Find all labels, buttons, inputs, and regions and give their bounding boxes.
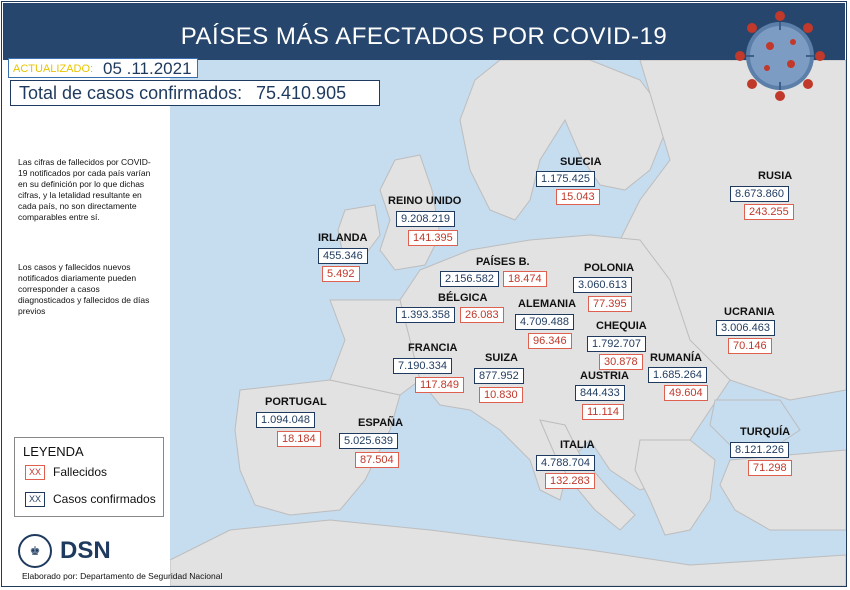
country-name: SUECIA	[560, 156, 602, 168]
legend-cases-label: Casos confirmados	[53, 492, 156, 506]
country-cases: 1.792.707	[587, 336, 646, 352]
country-deaths: 18.474	[503, 271, 547, 287]
europe-map	[170, 60, 846, 586]
country-deaths: 71.298	[748, 460, 792, 476]
legend-cases-row: XX Casos confirmados	[25, 492, 156, 508]
country-cases: 1.685.264	[648, 367, 707, 383]
legend-title: LEYENDA	[23, 444, 84, 459]
legend-cases-swatch: XX	[25, 492, 45, 508]
country-deaths: 77.395	[588, 296, 632, 312]
country-name: ITALIA	[560, 439, 595, 451]
country-deaths: 30.878	[599, 354, 643, 370]
page-title: PAÍSES MÁS AFECTADOS POR COVID-19	[180, 23, 668, 50]
legend-deaths-row: XX Fallecidos	[25, 465, 108, 481]
country-name: PAÍSES B.	[476, 256, 530, 268]
country-cases: 5.025.639	[339, 433, 398, 449]
total-cases-box: Total de casos confirmados: 75.410.905	[10, 80, 380, 106]
country-name: FRANCIA	[408, 342, 458, 354]
country-cases: 2.156.582	[440, 271, 499, 287]
country-cases: 455.346	[318, 248, 368, 264]
footer-credit: Elaborado por: Departamento de Seguridad…	[22, 571, 223, 581]
header-bar: PAÍSES MÁS AFECTADOS POR COVID-19	[3, 3, 845, 60]
country-name: AUSTRIA	[580, 370, 629, 382]
dsn-logo-text: DSN	[60, 537, 111, 564]
country-deaths: 5.492	[322, 266, 360, 282]
country-cases: 9.208.219	[396, 211, 455, 227]
country-deaths: 11.114	[582, 404, 625, 420]
country-cases: 1.175.425	[536, 171, 595, 187]
updated-date: 05 .11.2021	[103, 59, 192, 78]
country-cases: 1.393.358	[396, 307, 455, 323]
country-name: POLONIA	[584, 262, 635, 274]
coat-of-arms-icon: ♚	[18, 534, 52, 568]
country-cases: 7.190.334	[393, 358, 452, 374]
country-cases: 4.709.488	[515, 314, 574, 330]
country-cases: 3.006.463	[716, 320, 775, 336]
country-name: RUSIA	[758, 170, 793, 182]
country-deaths: 243.255	[744, 204, 794, 220]
coronavirus-icon	[735, 11, 825, 101]
country-deaths: 49.604	[664, 385, 708, 401]
country-deaths: 132.283	[545, 473, 595, 489]
total-cases-label: Total de casos confirmados:	[19, 83, 243, 103]
country-name: CHEQUIA	[596, 320, 647, 332]
note-daily-reports: Los casos y fallecidos nuevos notificado…	[18, 262, 150, 316]
country-name: ALEMANIA	[518, 298, 577, 310]
map-shapes	[170, 60, 846, 586]
country-name: REINO UNIDO	[388, 195, 462, 207]
country-name: RUMANÍA	[650, 352, 702, 364]
legend-deaths-label: Fallecidos	[53, 465, 108, 479]
country-cases: 3.060.613	[573, 277, 632, 293]
country-name: IRLANDA	[318, 232, 368, 244]
total-cases-value: 75.410.905	[256, 83, 347, 103]
legend-deaths-swatch: XX	[25, 465, 45, 481]
country-deaths: 70.146	[728, 338, 772, 354]
country-name: BÉLGICA	[438, 292, 488, 304]
country-deaths: 10.830	[479, 387, 523, 403]
country-name: ESPAÑA	[358, 417, 404, 429]
note-deaths-definition: Las cifras de fallecidos por COVID-19 no…	[18, 157, 151, 222]
country-deaths: 141.395	[408, 230, 458, 246]
country-cases: 1.094.048	[256, 412, 315, 428]
country-deaths: 26.083	[460, 307, 504, 323]
country-name: UCRANIA	[724, 306, 775, 318]
updated-label: ACTUALIZADO:	[13, 63, 94, 75]
country-cases: 8.673.860	[730, 186, 789, 202]
country-name: TURQUÍA	[740, 426, 791, 438]
country-deaths: 15.043	[556, 189, 600, 205]
country-cases: 844.433	[575, 385, 625, 401]
country-deaths: 87.504	[355, 452, 399, 468]
country-deaths: 117.849	[415, 377, 464, 393]
country-name: SUIZA	[485, 352, 518, 364]
country-name: PORTUGAL	[265, 396, 327, 408]
country-cases: 8.121.226	[730, 442, 789, 458]
country-deaths: 18.184	[277, 431, 321, 447]
legend: LEYENDA XX Fallecidos XX Casos confirmados	[14, 437, 164, 517]
country-cases: 877.952	[474, 368, 524, 384]
country-cases: 4.788.704	[536, 455, 595, 471]
updated-badge: ACTUALIZADO: 05 .11.2021	[8, 58, 198, 78]
country-deaths: 96.346	[528, 333, 572, 349]
